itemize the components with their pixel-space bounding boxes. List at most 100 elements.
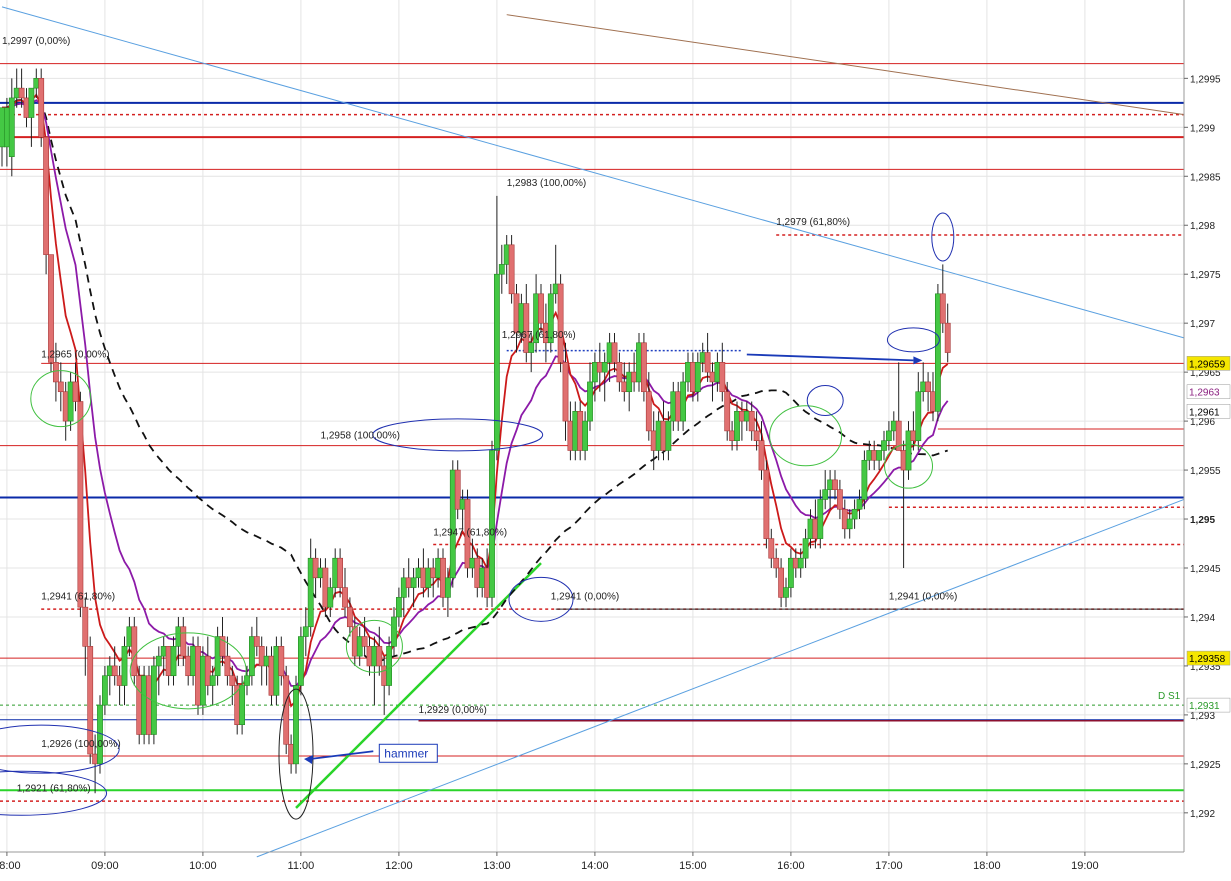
candle-body (52, 362, 59, 383)
candle-body (802, 538, 809, 559)
price-tick-label: 1,299 (1190, 123, 1215, 134)
candle-body (155, 655, 162, 667)
price-tick-label: 1,2955 (1190, 466, 1221, 477)
time-tick-label: 08:00 (0, 860, 21, 872)
candle-body (67, 381, 74, 422)
blue-ellipse-marker (0, 770, 108, 816)
candle-body (342, 587, 348, 608)
candle-body (28, 87, 35, 118)
candle-body (249, 636, 255, 677)
candle-body (827, 479, 833, 490)
hammer-ellipse-marker (278, 688, 314, 820)
candle-body (400, 577, 407, 598)
green-circle-marker (30, 370, 92, 428)
blue-arrow-head (913, 356, 923, 365)
candle-body (645, 391, 652, 432)
candle-body (116, 675, 123, 686)
level-annotation-text: 1,2941 (61,80%) (41, 591, 115, 602)
candle-body (689, 362, 696, 393)
candle-body (106, 665, 113, 677)
candle-body (807, 518, 814, 539)
candle-body (518, 303, 525, 334)
candle-body (102, 675, 108, 706)
candle-body (572, 411, 579, 451)
price-label-text: 1,2961 (1189, 407, 1220, 418)
time-axis: 08:00 09:00 10:00 11:00 12:00 13:00 14:00 15:00… (0, 851, 1184, 872)
candle-body (293, 685, 299, 765)
candle-body (356, 636, 363, 657)
candle-body (694, 362, 701, 393)
candle-body (763, 469, 770, 539)
candle-body (866, 450, 873, 461)
candle-body (577, 411, 584, 451)
candle-body (337, 557, 343, 588)
candle-body (23, 97, 30, 118)
candle-body (621, 381, 628, 393)
level-annotation-text: 1,2921 (61,80%) (17, 783, 91, 794)
candle-body (180, 626, 187, 657)
candle-body (146, 675, 152, 735)
candle-body (435, 557, 441, 579)
candle-body (332, 557, 339, 588)
candle-body (885, 430, 892, 441)
candle-body (8, 97, 15, 157)
candle-body (631, 371, 637, 383)
candle-body (538, 293, 544, 324)
candle-body (513, 293, 520, 334)
candle-body (288, 743, 294, 765)
time-tick-label: 18:00 (973, 860, 1001, 872)
candle-body (258, 646, 265, 667)
candle-body (229, 675, 236, 686)
candle-body (43, 136, 49, 255)
candle-body (415, 567, 422, 579)
candle-body (709, 371, 716, 383)
ds1-level-label: D S1 (1158, 691, 1181, 702)
green-circle-marker (129, 632, 247, 710)
candle-body (459, 499, 466, 510)
candle-body (655, 420, 662, 451)
candle-body (239, 685, 245, 725)
price-tick-label: 1,297 (1190, 319, 1215, 330)
candle-body (479, 567, 486, 588)
green-circle-marker (345, 619, 403, 673)
candle-body (4, 107, 10, 148)
candle-body (444, 577, 451, 598)
candle-body (812, 518, 819, 539)
candle-body (836, 489, 843, 510)
candle-body (136, 675, 143, 735)
candle-body (925, 381, 931, 393)
price-label-text: 1,2931 (1189, 701, 1220, 712)
candle-body (939, 293, 946, 324)
candle-body (141, 675, 147, 735)
candle-body (601, 362, 608, 373)
candle-body (376, 646, 383, 667)
candle-body (660, 420, 667, 451)
hammer-label-text: hammer (384, 746, 428, 760)
candle-body (562, 362, 569, 422)
candle-body (876, 450, 882, 461)
candle-body (405, 577, 412, 588)
candle-body (596, 362, 603, 373)
green-support-trendline (295, 562, 542, 809)
candle-body (861, 459, 868, 500)
level-annotations: 1,2997 (0,00%) 1,2983 (100,00%) 1,2979 (61… (2, 36, 957, 794)
time-tick-label: 09:00 (91, 860, 119, 872)
price-tick-label: 1,293 (1190, 711, 1215, 722)
candle-body (361, 636, 368, 647)
candle-body (714, 362, 721, 383)
candle-body (160, 646, 167, 657)
level-annotation-text: 1,2947 (61,80%) (433, 528, 507, 539)
blue-ellipse-marker (0, 724, 120, 774)
candle-body (665, 420, 672, 451)
hammer-arrow-head (304, 754, 313, 764)
candle-body (640, 342, 647, 393)
candle-body (454, 469, 461, 510)
candle-body (87, 646, 94, 755)
candle-body (890, 420, 897, 432)
candle-body (425, 567, 432, 588)
candle-body (48, 254, 54, 363)
price-tick-label: 1,292 (1190, 809, 1215, 820)
candle-body (557, 283, 564, 363)
candle-body (729, 430, 735, 441)
